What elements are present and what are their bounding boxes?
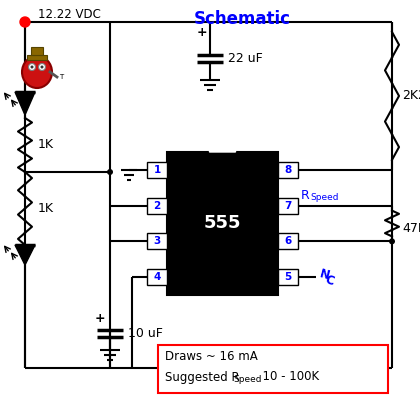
Ellipse shape [39,64,45,70]
Circle shape [389,238,395,244]
Text: 2K2: 2K2 [402,90,420,102]
Text: 22 uF: 22 uF [228,52,263,65]
Text: C: C [324,274,336,288]
Bar [147,233,167,249]
Polygon shape [210,139,236,152]
Text: R: R [301,189,310,202]
Text: Speed: Speed [310,193,339,202]
Bar [278,198,298,214]
Bar [278,269,298,285]
Polygon shape [15,245,35,265]
Bar [147,269,167,285]
Ellipse shape [31,66,34,68]
Text: 8: 8 [284,165,291,175]
Text: 2: 2 [153,201,160,211]
Bar [27,55,47,60]
Polygon shape [15,92,35,115]
Text: +: + [197,26,207,38]
Circle shape [20,17,30,27]
Text: 1K: 1K [38,202,54,215]
Text: Speed: Speed [233,376,262,384]
Bar [167,152,278,295]
Circle shape [107,169,113,175]
Bar [147,162,167,178]
Text: 555: 555 [204,214,241,232]
Text: 10 uF: 10 uF [128,327,163,340]
Bar [278,162,298,178]
Ellipse shape [29,64,36,70]
Text: 3: 3 [153,236,160,246]
Text: +: + [94,312,105,324]
Ellipse shape [22,56,52,88]
Text: 1: 1 [153,165,160,175]
Text: 1K: 1K [38,138,54,152]
Text: 12.22 VDC: 12.22 VDC [38,8,101,20]
Text: Schematic: Schematic [194,10,291,28]
Text: Draws ~ 16 mA: Draws ~ 16 mA [165,350,258,364]
Text: 7: 7 [284,201,291,211]
Text: 6: 6 [284,236,291,246]
Text: 10 - 100K: 10 - 100K [255,370,319,384]
Bar [158,345,388,393]
Bar [31,47,43,55]
Text: 5: 5 [284,272,291,282]
Text: T: T [59,74,63,80]
Ellipse shape [40,66,44,68]
Bar [278,233,298,249]
Text: 4: 4 [153,272,161,282]
Text: 47K: 47K [402,222,420,235]
Text: Suggested R: Suggested R [165,370,243,384]
Bar [147,198,167,214]
Text: N: N [318,268,331,283]
